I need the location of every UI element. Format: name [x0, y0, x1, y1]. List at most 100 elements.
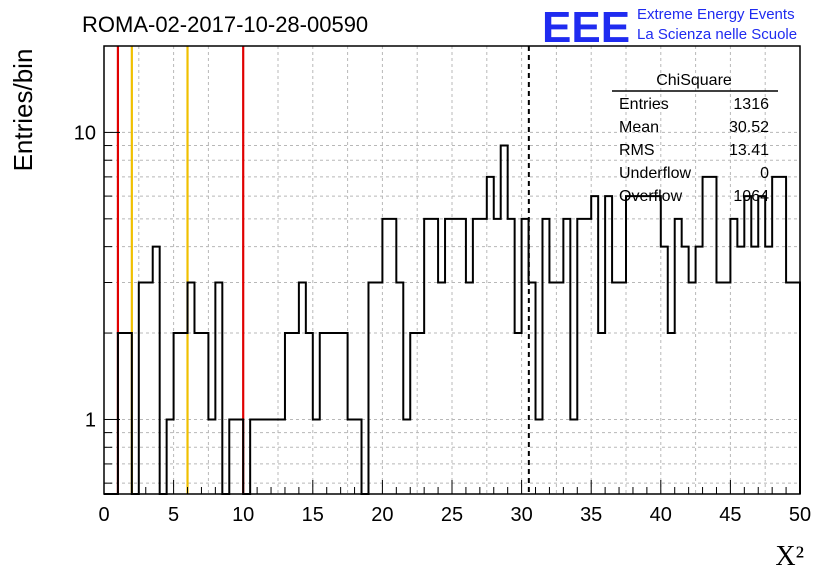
x-tick-label: 20	[371, 504, 393, 526]
histogram-bin	[410, 333, 417, 494]
x-axis-title: X²	[775, 541, 804, 572]
histogram-bin	[689, 283, 696, 494]
histogram-bin	[758, 196, 765, 494]
histogram-bin	[737, 247, 744, 494]
eee-logo: EEE	[542, 3, 630, 52]
histogram-bin	[382, 219, 389, 494]
histogram-bin	[682, 247, 689, 494]
histogram-bin	[640, 196, 647, 494]
histogram-bin	[445, 219, 452, 494]
x-tick-label: 30	[510, 504, 532, 526]
histogram-bin	[647, 196, 654, 494]
histogram-bars	[104, 144, 801, 495]
histogram-bin	[710, 177, 717, 494]
histogram-bin	[487, 177, 494, 494]
histogram-bin	[431, 219, 438, 494]
stats-label: Underflow	[619, 165, 691, 182]
histogram-bin	[577, 219, 584, 494]
histogram-bin	[494, 219, 501, 494]
x-tick-label: 40	[650, 504, 672, 526]
histogram-bin	[661, 247, 668, 494]
histogram-bin	[501, 146, 508, 494]
histogram-bin	[751, 247, 758, 494]
histogram-bin	[368, 283, 375, 494]
x-tick-label: 45	[719, 504, 741, 526]
histogram-bin	[389, 219, 396, 494]
histogram-bin	[215, 283, 222, 494]
axis-ticks: 0 5 10 15 20 25 30 35 40 45 50 1 10	[74, 122, 811, 526]
reference-lines	[116, 46, 530, 494]
histogram-bin	[549, 283, 556, 494]
histogram-bin	[327, 333, 334, 494]
histogram-bin	[201, 333, 208, 494]
histogram-bin	[285, 333, 292, 494]
histogram-bin	[438, 283, 445, 494]
histogram-bin	[765, 247, 772, 494]
stats-box: ChiSquare Entries 1316 Mean 30.52 RMS 13.41 Un…	[612, 72, 778, 205]
histogram-bin	[591, 196, 598, 494]
x-tick-label: 35	[580, 504, 602, 526]
histogram-bin	[696, 247, 703, 494]
x-tick-label: 25	[441, 504, 463, 526]
histogram-bin	[703, 177, 710, 494]
histogram-bin	[716, 283, 723, 494]
histogram-bin	[452, 219, 459, 494]
grid	[104, 46, 800, 494]
stats-label: RMS	[619, 142, 655, 159]
histogram-bin	[612, 283, 619, 494]
histogram-bin	[633, 196, 640, 494]
histogram-bin	[396, 283, 403, 494]
x-tick-label: 15	[302, 504, 324, 526]
histogram-bin	[299, 283, 306, 494]
stats-value: 13.41	[729, 142, 769, 159]
histogram-bin	[375, 283, 382, 494]
histogram-bin	[793, 283, 800, 494]
histogram-bin	[424, 219, 431, 494]
x-tick-label: 10	[232, 504, 254, 526]
stats-value: 1064	[733, 188, 769, 205]
y-axis-title: Entries/bin	[8, 49, 38, 172]
histogram-outline	[104, 144, 801, 495]
histogram-bin	[480, 219, 487, 494]
histogram-bin	[320, 333, 327, 494]
x-tick-label: 50	[789, 504, 811, 526]
histogram-bin	[146, 283, 153, 494]
histogram-bin	[605, 196, 612, 494]
y-tick-label: 10	[74, 122, 96, 144]
x-tick-label: 0	[98, 504, 109, 526]
histogram-bin	[466, 283, 473, 494]
histogram-bin	[153, 247, 160, 494]
histogram-bin	[563, 219, 570, 494]
histogram-bin	[584, 219, 591, 494]
histogram-bin	[619, 283, 626, 494]
stats-value: 0	[760, 165, 769, 182]
histogram-bin	[473, 219, 480, 494]
histogram-bin	[598, 333, 605, 494]
histogram-bin	[139, 283, 146, 494]
chart-title: ROMA-02-2017-10-28-00590	[82, 12, 368, 37]
histogram-bin	[654, 196, 661, 494]
histogram-bin	[334, 333, 341, 494]
histogram-bin	[779, 177, 786, 494]
stats-label: Entries	[619, 96, 669, 113]
y-tick-label: 1	[85, 409, 96, 431]
logo-line-2: La Scienza nelle Scuole	[637, 26, 797, 43]
histogram-bin	[522, 219, 529, 494]
histogram-bin	[194, 333, 201, 494]
histogram-bin	[542, 219, 549, 494]
x-tick-label: 5	[168, 504, 179, 526]
histogram-bin	[723, 283, 730, 494]
histogram-bin	[675, 219, 682, 494]
histogram-bin	[786, 283, 793, 494]
histogram-bin	[174, 333, 181, 494]
histogram-bin	[341, 333, 348, 494]
histogram-bin	[668, 333, 675, 494]
histogram-bin	[744, 196, 751, 494]
histogram-bin	[772, 177, 779, 494]
histogram-bin	[730, 219, 737, 494]
histogram-bin	[508, 219, 515, 494]
histogram-bin	[417, 333, 424, 494]
histogram-bin	[515, 333, 522, 494]
histogram-bin	[292, 333, 299, 494]
